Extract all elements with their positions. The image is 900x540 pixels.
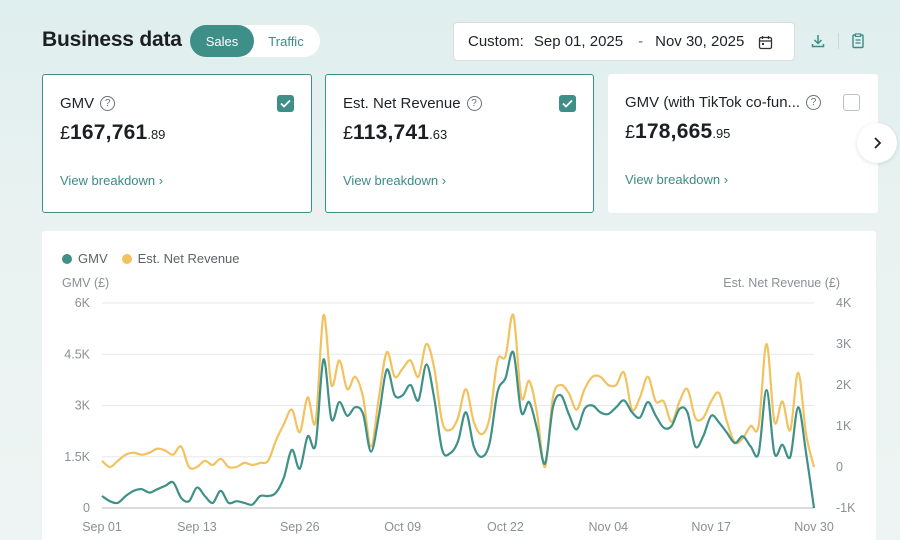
date-range-picker[interactable]: Custom: Sep 01, 2025 - Nov 30, 2025	[453, 22, 795, 61]
metric-card-net-revenue[interactable]: Est. Net Revenue ? £113,741.63 View brea…	[325, 74, 594, 213]
calendar-icon[interactable]	[758, 35, 773, 49]
help-icon[interactable]: ?	[100, 96, 116, 111]
help-icon[interactable]: ?	[806, 95, 822, 110]
view-breakdown-link[interactable]: View breakdown ›	[625, 172, 729, 187]
metric-title: GMV (with TikTok co-fun... ?	[625, 94, 822, 111]
legend-label: Est. Net Revenue	[137, 251, 240, 266]
currency-symbol: £	[60, 123, 71, 143]
right-tick-label: 3K	[836, 337, 852, 351]
legend-item-gmv[interactable]: GMV	[62, 251, 108, 266]
left-tick-label: 0	[83, 501, 90, 515]
metric-value: £178,665.95	[625, 120, 730, 144]
tab-sales[interactable]: Sales	[190, 25, 254, 57]
tab-traffic[interactable]: Traffic	[268, 33, 304, 49]
value-decimal: .89	[147, 127, 166, 142]
metric-title-text: Est. Net Revenue	[343, 95, 461, 112]
metric-title-text: GMV (with TikTok co-fun...	[625, 94, 801, 111]
left-tick-label: 6K	[75, 296, 91, 310]
metric-checkbox-gmv-cofunded[interactable]	[843, 94, 860, 111]
date-range-label: Custom:	[468, 33, 524, 50]
metric-value: £167,761.89	[60, 121, 165, 145]
right-tick-label: -1K	[836, 501, 856, 515]
start-date[interactable]: Sep 01, 2025	[533, 33, 624, 50]
check-icon	[280, 99, 291, 108]
x-tick-label: Oct 22	[487, 520, 524, 534]
date-separator: -	[638, 33, 644, 50]
metric-title: Est. Net Revenue ?	[343, 95, 482, 112]
right-tick-label: 4K	[836, 296, 852, 310]
toolbar-divider	[838, 33, 839, 49]
view-toggle: Sales Traffic	[190, 25, 320, 57]
report-icon[interactable]	[850, 33, 866, 49]
download-icon[interactable]	[810, 33, 826, 49]
x-tick-label: Sep 26	[280, 520, 320, 534]
metric-checkbox-net-revenue[interactable]	[559, 95, 576, 112]
chart-legend: GMV Est. Net Revenue	[62, 251, 254, 266]
left-axis-title: GMV (£)	[62, 276, 110, 290]
value-integer: 178,665	[635, 120, 713, 143]
right-tick-label: 0	[836, 460, 843, 474]
value-integer: 167,761	[70, 121, 148, 144]
metric-title-text: GMV	[60, 95, 95, 112]
metric-card-gmv[interactable]: GMV ? £167,761.89 View breakdown ›	[42, 74, 312, 213]
x-tick-label: Nov 04	[589, 520, 629, 534]
legend-swatch	[62, 253, 72, 264]
help-icon[interactable]: ?	[466, 96, 482, 111]
x-tick-label: Nov 17	[691, 520, 731, 534]
x-tick-label: Sep 01	[82, 520, 122, 534]
x-tick-label: Oct 09	[384, 520, 421, 534]
chevron-right-icon	[874, 137, 882, 149]
page-title: Business data	[42, 28, 182, 51]
currency-symbol: £	[343, 123, 354, 143]
metric-checkbox-gmv[interactable]	[277, 95, 294, 112]
left-tick-label: 3K	[75, 399, 91, 413]
business-data-page: Business data Sales Traffic Custom: Sep …	[16, 0, 900, 540]
currency-symbol: £	[625, 122, 636, 142]
legend-label: GMV	[78, 251, 108, 266]
trend-chart: GMV Est. Net Revenue GMV (£) Est. Net Re…	[42, 231, 876, 540]
gmv-series-line	[101, 350, 816, 509]
chart-canvas: 0 1.5K 3K 4.5K 6K -1K 0 1K 2K 3K 4K Sep 01 Sep 13 Sep…	[64, 296, 856, 534]
view-breakdown-link[interactable]: View breakdown ›	[60, 173, 164, 188]
metric-title: GMV ?	[60, 95, 116, 112]
end-date[interactable]: Nov 30, 2025	[655, 33, 745, 50]
left-tick-label: 4.5K	[64, 347, 90, 361]
value-integer: 113,741	[353, 121, 430, 144]
left-tick-label: 1.5K	[64, 450, 90, 464]
legend-swatch	[121, 253, 132, 264]
net-revenue-series-line	[101, 313, 816, 470]
next-cards-button[interactable]	[857, 123, 897, 163]
right-axis-title: Est. Net Revenue (£)	[723, 276, 840, 290]
legend-item-net-revenue[interactable]: Est. Net Revenue	[121, 251, 240, 266]
right-tick-label: 2K	[836, 378, 852, 392]
check-icon	[562, 99, 573, 108]
right-tick-label: 1K	[836, 419, 852, 433]
value-decimal: .95	[712, 126, 731, 141]
value-decimal: .63	[429, 127, 448, 142]
x-tick-label: Nov 30	[794, 520, 834, 534]
x-tick-label: Sep 13	[177, 520, 217, 534]
view-breakdown-link: View breakdown ›	[343, 173, 447, 188]
metric-card-gmv-cofunded[interactable]: GMV (with TikTok co-fun... ? £178,665.95…	[608, 74, 878, 213]
metric-value: £113,741.63	[343, 121, 447, 145]
